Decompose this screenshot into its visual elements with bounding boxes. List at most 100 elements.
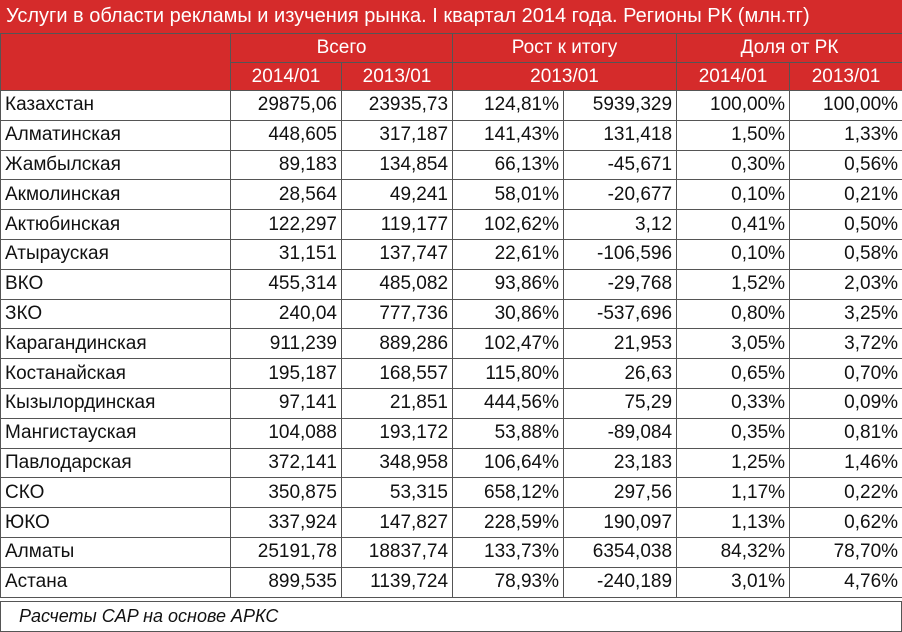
table-row: Карагандинская 911,239 889,286 102,47% 21,95… <box>0 328 902 360</box>
total-2014-cell: 195,187 <box>230 358 342 389</box>
header-region-blank <box>0 33 231 91</box>
share-2014-cell: 1,52% <box>676 268 791 300</box>
total-2014-cell: 104,088 <box>230 417 342 449</box>
header-total-2014: 2014/01 <box>230 62 342 91</box>
table-row: СКО 350,875 53,315 658,12% 297,56 1,17% 0,22% <box>0 477 902 509</box>
share-2014-cell: 0,10% <box>676 238 791 270</box>
table-row: Кызылординская 97,141 21,851 444,56% 75,29 0,… <box>0 387 902 419</box>
region-cell: Алматинская <box>0 119 231 151</box>
growth-pct-cell: 106,64% <box>452 447 565 479</box>
share-2014-cell: 1,25% <box>676 447 791 479</box>
table-row: Астана 899,535 1139,724 78,93% -240,189 3,01%… <box>0 566 902 598</box>
total-2014-cell: 31,151 <box>230 238 342 270</box>
share-2013-cell: 2,03% <box>789 268 902 300</box>
growth-pct-cell: 102,62% <box>452 209 565 240</box>
growth-abs-cell: 26,63 <box>563 358 678 389</box>
total-2014-cell: 240,04 <box>230 298 342 330</box>
region-cell: Актюбинская <box>0 209 231 240</box>
total-2013-cell: 485,082 <box>340 268 454 300</box>
total-2014-cell: 455,314 <box>230 268 342 300</box>
total-2014-cell: 28,564 <box>230 179 342 211</box>
growth-abs-cell: 3,12 <box>563 209 678 240</box>
region-cell: Павлодарская <box>0 447 231 479</box>
growth-pct-cell: 58,01% <box>452 179 565 211</box>
header-total-2013: 2013/01 <box>340 62 454 91</box>
total-2014-cell: 350,875 <box>230 477 342 509</box>
growth-pct-cell: 444,56% <box>452 387 565 419</box>
total-2013-cell: 348,958 <box>340 447 454 479</box>
growth-pct-cell: 141,43% <box>452 119 565 151</box>
share-2014-cell: 1,13% <box>676 507 791 538</box>
table-row: Атырауская 31,151 137,747 22,61% -106,596 0,1… <box>0 238 902 270</box>
share-2013-cell: 0,50% <box>789 209 902 240</box>
region-cell: Кызылординская <box>0 387 231 419</box>
total-2014-cell: 911,239 <box>230 328 342 360</box>
table-row: Жамбылская 89,183 134,854 66,13% -45,671 0,30… <box>0 149 902 181</box>
total-2013-cell: 23935,73 <box>340 90 454 121</box>
table-row: ВКО 455,314 485,082 93,86% -29,768 1,52% 2,03% <box>0 268 902 300</box>
growth-pct-cell: 133,73% <box>452 536 565 568</box>
header-group-share: Доля от РК <box>676 33 902 63</box>
table-row: Алматинская 448,605 317,187 141,43% 131,418 1… <box>0 119 902 151</box>
growth-abs-cell: 131,418 <box>563 119 678 151</box>
share-2013-cell: 78,70% <box>789 536 902 568</box>
growth-pct-cell: 66,13% <box>452 149 565 181</box>
total-2013-cell: 49,241 <box>340 179 454 211</box>
total-2014-cell: 89,183 <box>230 149 342 181</box>
total-2014-cell: 448,605 <box>230 119 342 151</box>
share-2014-cell: 0,30% <box>676 149 791 181</box>
region-cell: Алматы <box>0 536 231 568</box>
share-2013-cell: 100,00% <box>789 90 902 121</box>
region-cell: Астана <box>0 566 231 598</box>
growth-pct-cell: 115,80% <box>452 358 565 389</box>
table-row: Костанайская 195,187 168,557 115,80% 26,63 0,… <box>0 358 902 389</box>
total-2013-cell: 889,286 <box>340 328 454 360</box>
share-2013-cell: 1,46% <box>789 447 902 479</box>
growth-pct-cell: 30,86% <box>452 298 565 330</box>
growth-pct-cell: 228,59% <box>452 507 565 538</box>
header-share-2014: 2014/01 <box>676 62 791 91</box>
share-2014-cell: 100,00% <box>676 90 791 121</box>
share-2014-cell: 1,50% <box>676 119 791 151</box>
share-2013-cell: 3,72% <box>789 328 902 360</box>
growth-pct-cell: 53,88% <box>452 417 565 449</box>
total-2013-cell: 193,172 <box>340 417 454 449</box>
total-2013-cell: 317,187 <box>340 119 454 151</box>
growth-pct-cell: 93,86% <box>452 268 565 300</box>
growth-abs-cell: -240,189 <box>563 566 678 598</box>
growth-abs-cell: 75,29 <box>563 387 678 419</box>
total-2013-cell: 777,736 <box>340 298 454 330</box>
share-2014-cell: 0,65% <box>676 358 791 389</box>
total-2013-cell: 134,854 <box>340 149 454 181</box>
share-2014-cell: 0,35% <box>676 417 791 449</box>
share-2013-cell: 0,70% <box>789 358 902 389</box>
growth-abs-cell: 6354,038 <box>563 536 678 568</box>
growth-abs-cell: 23,183 <box>563 447 678 479</box>
growth-abs-cell: -45,671 <box>563 149 678 181</box>
growth-abs-cell: 5939,329 <box>563 90 678 121</box>
share-2013-cell: 0,22% <box>789 477 902 509</box>
share-2014-cell: 1,17% <box>676 477 791 509</box>
share-2014-cell: 3,05% <box>676 328 791 360</box>
table-row: Акмолинская 28,564 49,241 58,01% -20,677 0,10… <box>0 179 902 211</box>
table-title: Услуги в области рекламы и изучения рынк… <box>0 0 902 33</box>
growth-abs-cell: -537,696 <box>563 298 678 330</box>
growth-abs-cell: -89,084 <box>563 417 678 449</box>
header-share-2013: 2013/01 <box>789 62 902 91</box>
share-2014-cell: 84,32% <box>676 536 791 568</box>
total-2013-cell: 21,851 <box>340 387 454 419</box>
table-row: Павлодарская 372,141 348,958 106,64% 23,183 1… <box>0 447 902 479</box>
header-group-total: Всего <box>229 33 454 63</box>
share-2013-cell: 1,33% <box>789 119 902 151</box>
share-2013-cell: 0,56% <box>789 149 902 181</box>
total-2014-cell: 25191,78 <box>230 536 342 568</box>
region-cell: ЗКО <box>0 298 231 330</box>
total-2013-cell: 119,177 <box>340 209 454 240</box>
share-2013-cell: 0,62% <box>789 507 902 538</box>
share-2013-cell: 0,58% <box>789 238 902 270</box>
share-2013-cell: 0,09% <box>789 387 902 419</box>
share-2014-cell: 0,80% <box>676 298 791 330</box>
region-cell: Костанайская <box>0 358 231 389</box>
share-2014-cell: 3,01% <box>676 566 791 598</box>
table-header: Всего Рост к итогу Доля от РК 2014/01 20… <box>0 33 902 91</box>
